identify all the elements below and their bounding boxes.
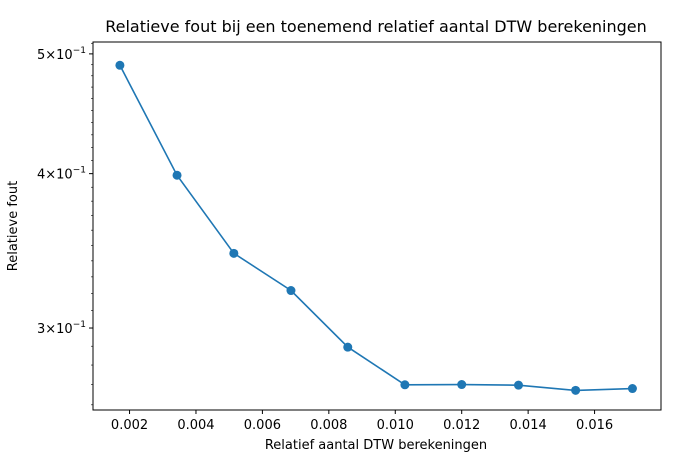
data-point [514, 380, 524, 390]
y-tick-label: 3×10−1 [37, 320, 86, 337]
data-point [286, 286, 296, 296]
plot-area [92, 41, 662, 411]
series-line [119, 64, 633, 392]
y-tick-label: 5×10−1 [37, 46, 86, 63]
x-axis: 0.002 0.004 0.006 0.008 0.010 0.012 0.014 0.016 [111, 410, 613, 433]
data-point [115, 60, 125, 70]
data-point [229, 248, 239, 258]
chart-title: Relatieve fout bij een toenemend relatie… [105, 17, 647, 36]
x-tick-label: 0.008 [310, 418, 347, 433]
data-point [627, 384, 637, 394]
y-axis-label: Relatieve fout [6, 181, 21, 271]
x-tick-label: 0.004 [177, 418, 214, 433]
x-tick-label: 0.012 [443, 418, 480, 433]
data-point [172, 170, 182, 180]
data-point [571, 385, 581, 395]
series-layer [115, 60, 637, 395]
x-tick-label: 0.016 [576, 418, 613, 433]
x-tick-label: 0.014 [510, 418, 547, 433]
data-point [343, 342, 353, 352]
x-axis-label: Relatief aantal DTW berekeningen [265, 438, 487, 453]
plot-frame [92, 41, 662, 411]
data-point [400, 380, 410, 390]
x-tick-label: 0.010 [377, 418, 414, 433]
y-tick-label: 4×10−1 [37, 166, 86, 183]
y-axis: 3×10−1 4×10−1 5×10−1 [37, 42, 93, 406]
data-point [457, 380, 467, 390]
x-tick-label: 0.006 [244, 418, 281, 433]
x-tick-label: 0.002 [111, 418, 148, 433]
